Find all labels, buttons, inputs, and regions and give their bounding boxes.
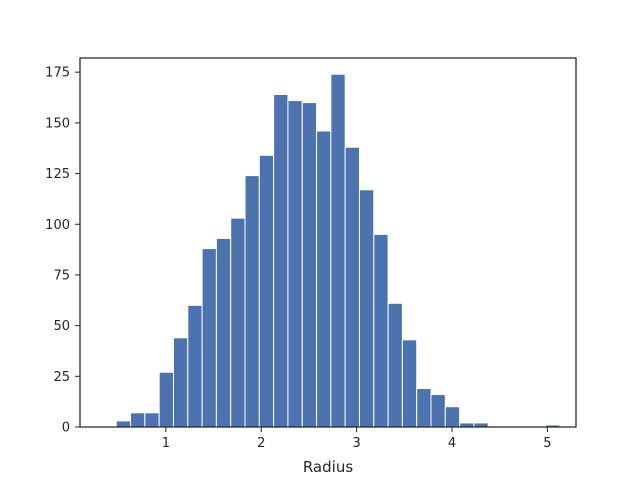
histogram-bar-13 (301, 102, 318, 428)
histogram-bar-18 (373, 233, 389, 428)
y-tick-label-1: 25 (53, 370, 70, 385)
histogram-bar-15 (330, 73, 346, 428)
histogram-bar-9 (244, 175, 260, 428)
histogram-bar-19 (387, 302, 403, 428)
y-tick-label-7: 175 (45, 66, 70, 81)
histogram-bar-2 (144, 412, 160, 428)
histogram-bar-16 (344, 146, 360, 428)
y-tick-label-0: 0 (62, 421, 70, 436)
histogram-bar-20 (401, 339, 418, 428)
histogram-bar-11 (273, 93, 289, 428)
y-tick-label-4: 100 (45, 218, 70, 233)
histogram-bar-22 (430, 394, 446, 428)
x-axis-label: Radius (303, 458, 353, 476)
y-tick-label-6: 150 (45, 116, 70, 131)
histogram-bar-7 (215, 237, 232, 428)
histogram-bar-8 (230, 217, 246, 428)
histogram-bar-14 (316, 130, 332, 428)
y-axis-ticks: 0 25 50 75 100 125 150 175 (45, 66, 80, 436)
histogram-bar-23 (444, 406, 461, 428)
x-axis-ticks: 1 2 3 4 5 (162, 427, 552, 451)
y-tick-label-2: 50 (53, 319, 70, 334)
y-tick-label-3: 75 (53, 268, 70, 283)
histogram-bar-3 (158, 371, 174, 428)
histogram-bar-21 (416, 387, 432, 428)
histogram-bar-5 (187, 304, 203, 428)
x-tick-label-3: 4 (448, 436, 456, 451)
histogram-bar-10 (258, 154, 275, 428)
bars-layer (115, 73, 561, 428)
x-tick-label-2: 3 (352, 436, 360, 451)
histogram-bar-12 (287, 100, 303, 428)
x-tick-label-4: 5 (543, 436, 551, 451)
x-tick-label-1: 2 (257, 436, 265, 451)
x-tick-label-0: 1 (162, 436, 170, 451)
y-tick-label-5: 125 (45, 167, 70, 182)
histogram-bar-17 (358, 189, 375, 428)
histogram-bar-0 (115, 420, 132, 428)
axes-frame (79, 57, 577, 428)
histogram-bar-1 (130, 412, 146, 428)
histogram-bar-4 (172, 337, 189, 428)
histogram-bar-6 (201, 248, 217, 428)
